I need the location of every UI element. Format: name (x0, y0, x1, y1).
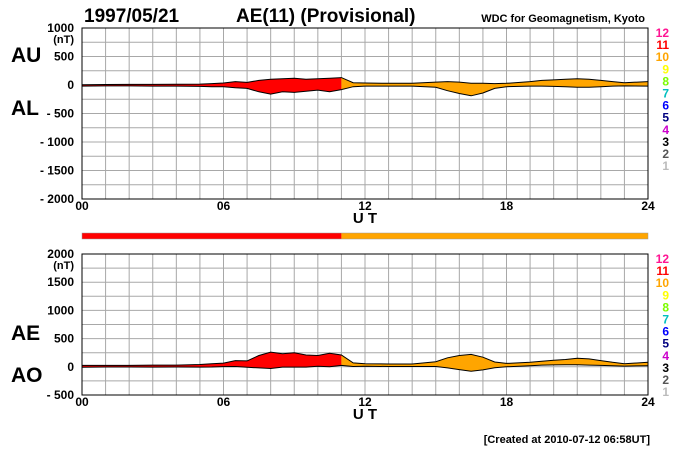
station-count-label: 5 (662, 111, 669, 125)
station-count-label: 11 (656, 264, 669, 278)
x-tick-label: 06 (217, 395, 231, 409)
station-count-label: 10 (656, 276, 670, 290)
provisional-status-bar (81, 232, 649, 240)
created-timestamp: [Created at 2010-07-12 06:58UT] (484, 434, 651, 446)
x-tick-label: 12 (358, 199, 372, 213)
plot-frame (81, 27, 649, 200)
station-count-label: 3 (662, 135, 669, 149)
y-tick-label: 0 (67, 360, 74, 374)
x-tick-label: 06 (217, 199, 231, 213)
x-tick-label: 00 (75, 199, 89, 213)
status-bar-frame (81, 232, 649, 240)
y-tick-label: 1500 (47, 275, 74, 289)
unit-label: (nT) (53, 34, 74, 46)
chart-source: WDC for Geomagnetism, Kyoto (481, 13, 645, 25)
lower-series-line (81, 364, 649, 372)
y-tick-label: 500 (54, 50, 74, 64)
x-tick-label: 18 (500, 199, 514, 213)
y-tick-label: 500 (54, 332, 74, 346)
station-count-label: 11 (656, 38, 669, 52)
station-count-label: 1 (662, 385, 669, 399)
status-segment (341, 233, 648, 239)
y-tick-label: - 500 (47, 107, 75, 121)
index-area-fill (341, 354, 648, 372)
station-count-label: 12 (656, 252, 670, 266)
station-count-label: 8 (662, 74, 669, 88)
chart-title: AE(11) (Provisional) (236, 6, 416, 27)
station-count-label: 7 (662, 313, 669, 327)
station-count-label: 9 (662, 288, 669, 302)
index-area-fill (82, 352, 342, 369)
ae-ao-panel: 2000 1500 1000 500 0 - 500 (nT) 00 06 12 18 24 U T AE… (11, 247, 655, 423)
station-count-label: 6 (662, 99, 669, 113)
upper-series-line (81, 77, 649, 86)
station-count-label: 8 (662, 300, 669, 314)
index-area-fill (341, 77, 648, 96)
unit-label: (nT) (53, 260, 74, 272)
station-count-label: 12 (656, 26, 670, 40)
station-count-label: 3 (662, 361, 669, 375)
index-name-label: AL (11, 97, 39, 120)
lower-series-line (81, 85, 649, 97)
plot-frame (81, 253, 649, 396)
x-axis-label: U T (353, 406, 377, 423)
y-tick-label: - 2000 (40, 192, 74, 206)
index-name-label: AE (11, 322, 40, 345)
station-count-label: 7 (662, 87, 669, 101)
x-tick-label: 12 (358, 395, 372, 409)
station-count-label: 5 (662, 337, 669, 351)
station-count-label: 4 (662, 123, 669, 137)
status-segment (82, 233, 342, 239)
x-axis-label: U T (353, 210, 377, 227)
x-tick-label: 00 (75, 395, 89, 409)
index-name-label: AO (11, 364, 43, 387)
index-area-fill (82, 77, 342, 95)
station-count-label: 10 (656, 50, 670, 64)
x-tick-label: 18 (500, 395, 514, 409)
y-tick-label: 0 (67, 78, 74, 92)
y-tick-label: 1000 (47, 21, 74, 35)
y-tick-label: - 500 (47, 388, 75, 402)
y-tick-label: 2000 (47, 247, 74, 261)
station-count-label: 2 (662, 373, 669, 387)
station-count-label: 1 (662, 159, 669, 173)
x-tick-label: 24 (641, 199, 655, 213)
index-name-label: AU (11, 44, 41, 67)
station-count-label: 2 (662, 147, 669, 161)
y-tick-label: - 1500 (40, 164, 74, 178)
y-tick-label: - 1000 (40, 135, 74, 149)
station-count-label: 4 (662, 349, 669, 363)
station-count-label: 9 (662, 62, 669, 76)
chart-date: 1997/05/21 (84, 6, 180, 27)
x-tick-label: 24 (641, 395, 655, 409)
y-tick-label: 1000 (47, 303, 74, 317)
upper-series-line (82, 351, 649, 366)
au-al-panel: 1000 500 0 - 500 - 1000 - 1500 - 2000 (nT) 00 06 1… (11, 21, 655, 227)
station-count-label: 6 (662, 325, 669, 339)
